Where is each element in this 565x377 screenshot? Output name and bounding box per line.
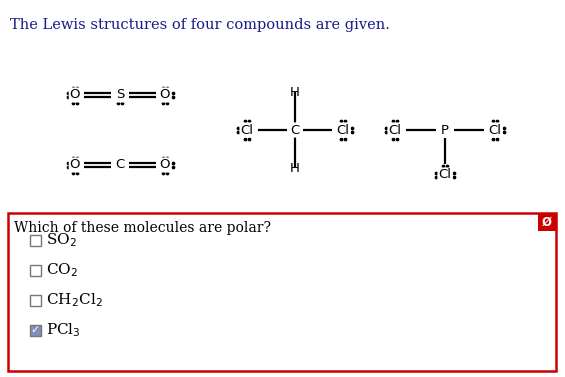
Text: Cl: Cl [389,124,402,136]
Text: PCl$_3$: PCl$_3$ [46,321,81,339]
Text: The Lewis structures of four compounds are given.: The Lewis structures of four compounds a… [10,18,390,32]
Bar [29,325,41,336]
Text: Cl: Cl [438,169,451,181]
Text: CH$_2$Cl$_2$: CH$_2$Cl$_2$ [46,291,103,309]
Text: P: P [441,124,449,136]
Bar [8,213,556,371]
Text: Cl: Cl [241,124,254,136]
Bar [29,294,41,305]
Text: Cl: Cl [337,124,350,136]
Text: SO$_2$: SO$_2$ [46,231,77,249]
Text: ✓: ✓ [31,325,40,335]
Text: C: C [115,158,125,172]
Text: O: O [160,89,170,101]
Text: C: C [290,124,299,136]
Text: Which of these molecules are polar?: Which of these molecules are polar? [14,221,271,235]
Text: O: O [69,158,80,172]
Text: O: O [160,158,170,172]
Text: H: H [290,161,300,175]
Bar [29,234,41,245]
Bar [29,265,41,276]
Bar [538,213,556,231]
Text: S: S [116,89,124,101]
Text: O: O [69,89,80,101]
Bar [8,213,556,371]
Text: Cl: Cl [489,124,502,136]
Text: Ø: Ø [542,216,552,228]
Text: H: H [290,86,300,98]
Text: CO$_2$: CO$_2$ [46,261,78,279]
